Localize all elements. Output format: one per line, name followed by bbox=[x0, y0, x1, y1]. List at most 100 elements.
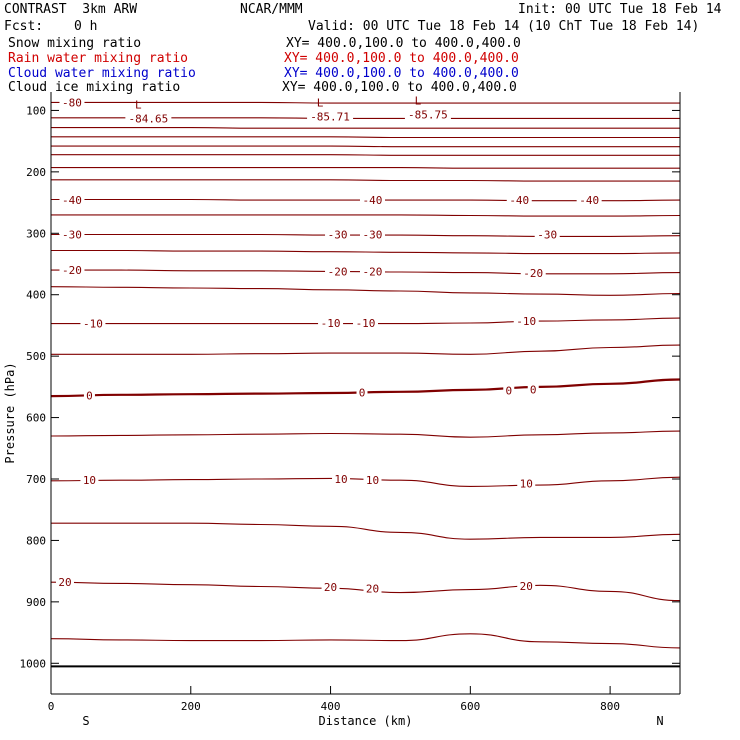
contour-line bbox=[51, 214, 681, 217]
x-tick-label: 200 bbox=[181, 700, 201, 713]
contour-label: -10 bbox=[321, 317, 341, 330]
contour-label-bg bbox=[363, 474, 382, 487]
field-xy-snow: XY= 400.0,100.0 to 400.0,400.0 bbox=[286, 36, 521, 51]
y-tick-label: 700 bbox=[26, 473, 46, 486]
y-tick-label: 300 bbox=[26, 227, 46, 240]
contour-label: -20 bbox=[523, 267, 543, 280]
contour-line bbox=[50, 633, 681, 649]
contour-line bbox=[50, 249, 681, 255]
contour-label-bg bbox=[59, 228, 85, 241]
low-center-symbol: L bbox=[415, 95, 422, 108]
contour-label: 0 bbox=[530, 383, 537, 396]
y-tick-label: 500 bbox=[26, 350, 46, 363]
contour-label-bg bbox=[59, 96, 85, 109]
contour-label: 0 bbox=[86, 389, 93, 402]
init-time: Init: 00 UTC Tue 18 Feb 14 bbox=[518, 2, 722, 17]
fcst-value: 0 h bbox=[74, 19, 98, 34]
contour-label: 20 bbox=[58, 576, 71, 589]
contour-label: -80 bbox=[62, 96, 82, 109]
contour-label: -20 bbox=[62, 264, 82, 277]
contour-label-bg bbox=[576, 194, 602, 207]
x-tick-label: 600 bbox=[460, 700, 480, 713]
contour-label-bg bbox=[534, 228, 560, 241]
x-tick-label: 800 bbox=[600, 700, 620, 713]
contour-label-bg bbox=[359, 194, 385, 207]
contour-label-bg bbox=[363, 582, 382, 595]
low-center-symbol: L bbox=[317, 97, 324, 110]
field-xy-cloud-water: XY= 400.0,100.0 to 400.0,400.0 bbox=[284, 66, 519, 81]
field-name-snow: Snow mixing ratio bbox=[8, 36, 142, 51]
contour-label: 10 bbox=[334, 473, 347, 486]
contour-line bbox=[51, 179, 680, 182]
low-center-label-bg bbox=[125, 112, 172, 125]
y-tick-label: 800 bbox=[26, 534, 46, 547]
contour-label-bg bbox=[325, 265, 351, 278]
contour-label-bg bbox=[520, 267, 546, 280]
contour-label: -20 bbox=[363, 265, 383, 278]
y-tick-label: 100 bbox=[26, 104, 46, 117]
contour-label-bg bbox=[517, 477, 536, 490]
contour-label: -10 bbox=[516, 315, 536, 328]
contour-label-bg bbox=[83, 389, 95, 402]
contour-label-bg bbox=[359, 228, 385, 241]
low-center-label-bg bbox=[404, 108, 451, 121]
contour-label-bg bbox=[517, 579, 536, 592]
contour-label-bg bbox=[80, 317, 106, 330]
y-tick-label: 200 bbox=[26, 166, 46, 179]
contour-label: -40 bbox=[363, 194, 383, 207]
x-tick-label: 0 bbox=[48, 700, 55, 713]
contour-label-bg bbox=[513, 315, 539, 328]
contour-label: -10 bbox=[356, 317, 376, 330]
contour-label-bg bbox=[359, 265, 385, 278]
fcst-label: Fcst: bbox=[4, 19, 44, 34]
field-name-cloud-ice: Cloud ice mixing ratio bbox=[8, 80, 181, 95]
contour-label: -30 bbox=[537, 229, 557, 242]
contour-line bbox=[51, 136, 680, 139]
contour-label: 10 bbox=[366, 474, 379, 487]
field-name-rain: Rain water mixing ratio bbox=[8, 51, 189, 66]
contour-label: 10 bbox=[83, 474, 96, 487]
y-tick-label: 600 bbox=[26, 412, 46, 425]
contour-label-bg bbox=[80, 474, 99, 487]
field-name-cloud-water: Cloud water mixing ratio bbox=[8, 66, 196, 81]
contour-label: -20 bbox=[328, 265, 348, 278]
low-center-value: -84.65 bbox=[128, 112, 168, 125]
y-tick-label: 1000 bbox=[20, 657, 47, 670]
valid-time: Valid: 00 UTC Tue 18 Feb 14 (10 ChT Tue … bbox=[308, 19, 700, 34]
chart-title-left: CONTRAST 3km ARW bbox=[4, 2, 138, 17]
endpoint-start-label: S bbox=[82, 714, 89, 728]
contour-line bbox=[51, 101, 680, 104]
contour-label-bg bbox=[527, 383, 539, 396]
contour-label: -10 bbox=[83, 318, 103, 331]
endpoint-end-label: N bbox=[656, 714, 663, 728]
contour-label-bg bbox=[318, 316, 344, 329]
contour-label: 10 bbox=[520, 477, 533, 490]
contour-line bbox=[50, 430, 681, 438]
contour-label: -30 bbox=[363, 229, 383, 242]
contour-label: -30 bbox=[62, 229, 82, 242]
contour-line bbox=[51, 344, 681, 355]
contour-label-bg bbox=[59, 194, 85, 207]
low-center-symbol: L bbox=[135, 98, 142, 111]
contour-label: -30 bbox=[328, 229, 348, 242]
contour-label: 20 bbox=[324, 581, 337, 594]
x-axis-title: Distance (km) bbox=[319, 714, 413, 728]
contour-label-bg bbox=[332, 473, 351, 485]
contour-line bbox=[51, 167, 680, 169]
field-xy-cloud-ice: XY= 400.0,100.0 to 400.0,400.0 bbox=[282, 80, 517, 95]
contour-label: 0 bbox=[359, 386, 366, 399]
contour-label-bg bbox=[55, 576, 74, 589]
contour-line bbox=[51, 145, 680, 148]
contour-label: 0 bbox=[505, 385, 512, 398]
contour-line bbox=[50, 154, 680, 156]
contour-label: -40 bbox=[62, 194, 82, 207]
contour-label-bg bbox=[506, 194, 532, 207]
contour-label-bg bbox=[356, 386, 368, 399]
low-center-value: -85.71 bbox=[310, 111, 350, 124]
contour-label: 20 bbox=[520, 580, 533, 593]
field-xy-rain: XY= 400.0,100.0 to 400.0,400.0 bbox=[284, 51, 519, 66]
contour-label-bg bbox=[325, 228, 351, 241]
y-tick-label: 400 bbox=[26, 289, 46, 302]
y-axis-title: Pressure (hPa) bbox=[3, 362, 17, 463]
